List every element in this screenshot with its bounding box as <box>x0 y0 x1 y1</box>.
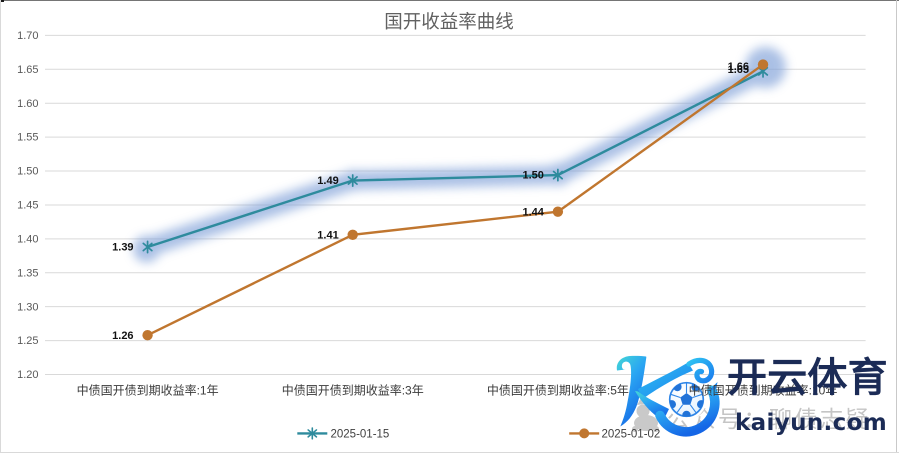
kaiyun-logo <box>616 355 720 437</box>
circle-marker <box>347 229 358 240</box>
highlighter-glow-part <box>745 46 787 88</box>
data-label: 1.65 <box>728 64 749 76</box>
window-border-left <box>0 0 1 453</box>
y-axis-label: 1.40 <box>17 233 38 245</box>
asterisk-marker <box>307 427 318 440</box>
series-2025-01-02 <box>142 59 769 341</box>
data-label: 1.26 <box>112 330 133 342</box>
y-axis-label: 1.55 <box>17 132 38 144</box>
series-line <box>147 63 764 337</box>
y-axis-label: 1.20 <box>17 369 38 381</box>
highlighter-glow-part <box>547 162 571 186</box>
y-axis-label: 1.60 <box>17 98 38 110</box>
highlighter-glow-part <box>342 170 364 192</box>
data-labels-layer: 1.39 1.49 1.50 1.65 1.26 1.41 1.44 1.66 <box>112 61 749 342</box>
highlighter-glow-part <box>133 235 161 263</box>
window-border-right <box>896 0 897 453</box>
x-axis-label: 中债国开债到期收益率:3年 <box>282 383 424 398</box>
y-axis-label: 1.35 <box>17 267 38 279</box>
window-corner-mark <box>0 0 4 2</box>
y-axis-label: 1.45 <box>17 200 38 212</box>
asterisk-marker <box>552 168 564 182</box>
highlighter-glow-part <box>138 61 773 257</box>
circle-marker <box>142 329 153 341</box>
gridlines <box>45 34 866 375</box>
asterisk-marker <box>142 240 153 254</box>
chart-title: 国开收益率曲线 <box>384 12 514 33</box>
watermark-domain[interactable]: kaiyun.com <box>735 410 888 436</box>
legend-item-2025-01-15[interactable]: 2025-01-15 <box>297 427 390 440</box>
legend-marker <box>579 428 590 439</box>
highlighter-stroke <box>133 46 787 263</box>
y-axis-label: 1.50 <box>17 166 38 178</box>
data-label: 1.39 <box>112 242 133 254</box>
asterisk-marker <box>757 64 769 78</box>
y-axis-label: 1.70 <box>17 30 38 42</box>
series-layer <box>142 59 769 341</box>
highlight-annotation <box>133 46 787 263</box>
y-axis-label: 1.65 <box>17 64 38 76</box>
data-label: 1.41 <box>317 229 338 241</box>
y-axis-label: 1.25 <box>17 335 38 347</box>
watermark-brand-name[interactable]: 开云体育 <box>727 356 888 400</box>
window-border-top <box>0 0 899 1</box>
series-line <box>147 70 764 249</box>
data-label: 1.66 <box>728 61 749 73</box>
data-label: 1.50 <box>522 170 543 182</box>
legend-label: 2025-01-15 <box>331 428 390 440</box>
series-2025-01-15 <box>142 64 769 254</box>
circle-marker <box>552 206 564 217</box>
soccer-ball-icon <box>666 379 707 420</box>
asterisk-marker <box>347 174 358 187</box>
data-label: 1.44 <box>522 206 544 218</box>
x-axis-label: 中债国开债到期收益率:1年 <box>77 383 219 398</box>
y-axis-label: 1.30 <box>17 301 38 313</box>
y-axis-tick-labels: 1.70 1.65 1.60 1.55 1.50 1.45 1.40 1.35 1.30 1.25… <box>17 30 38 381</box>
circle-marker <box>757 59 769 70</box>
data-label: 1.49 <box>317 175 338 187</box>
